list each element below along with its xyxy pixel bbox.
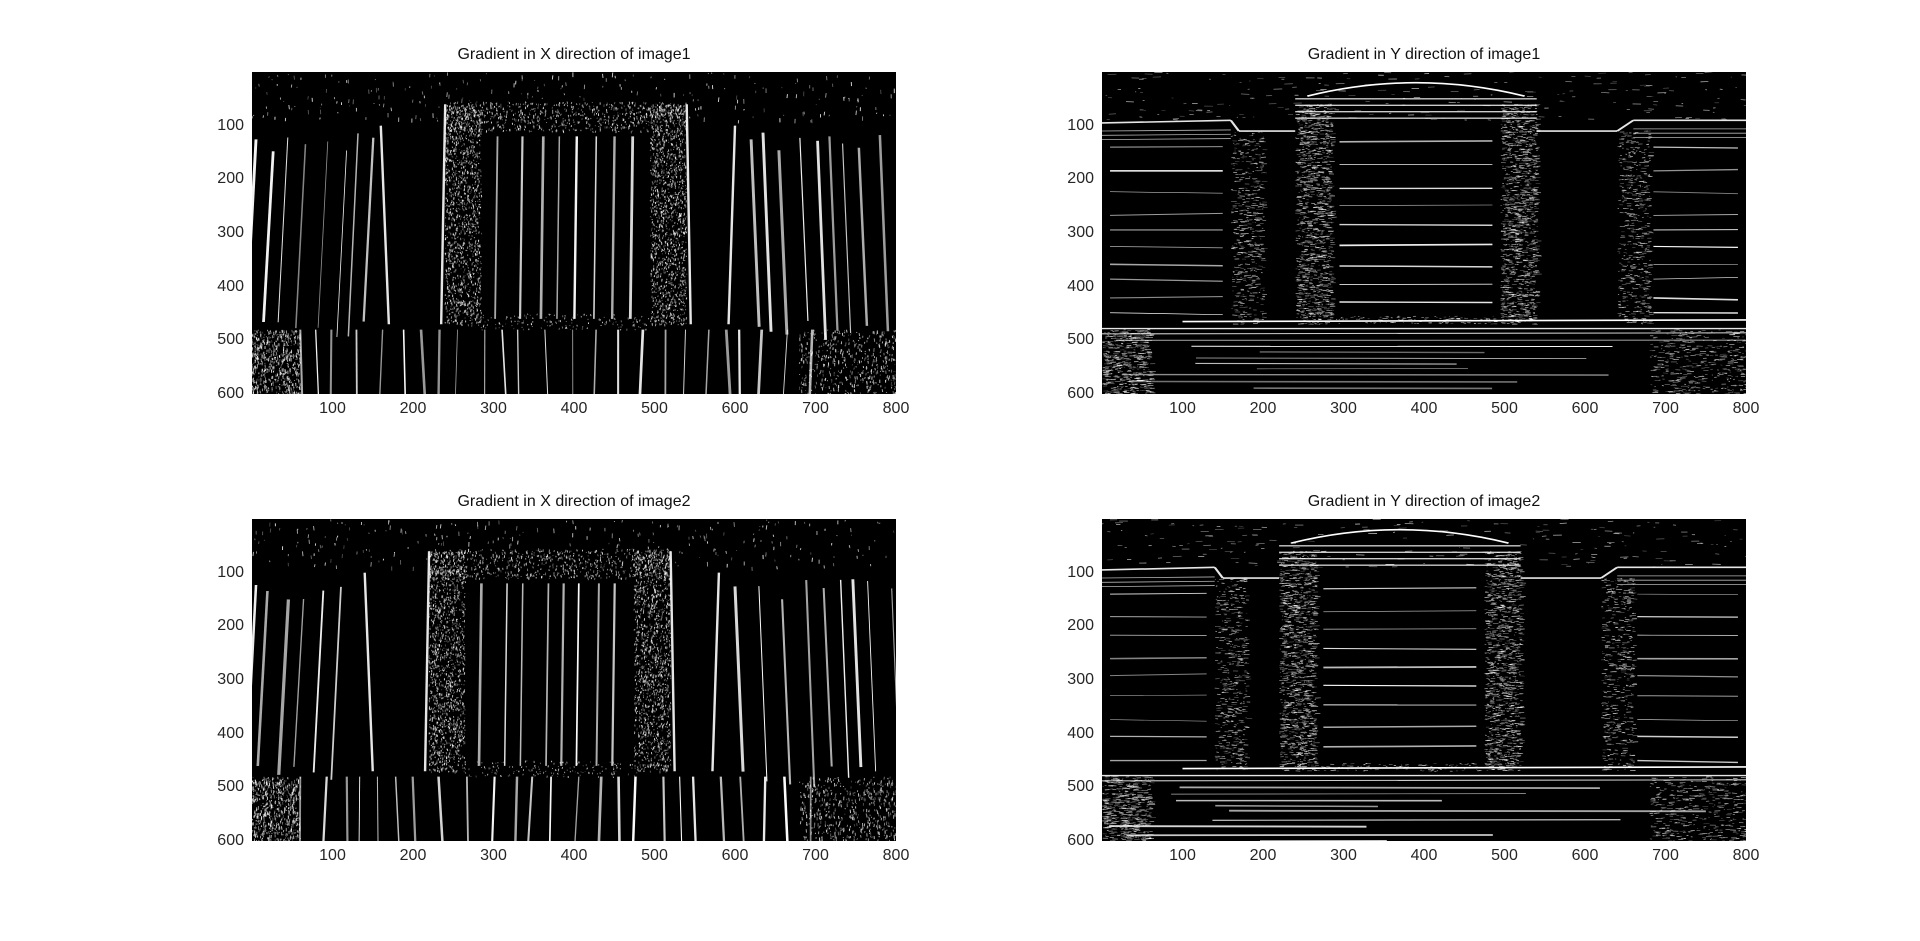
y-tick-label: 600 [1067, 832, 1094, 849]
x-tick-label: 400 [560, 847, 588, 864]
gradient-image [252, 519, 896, 841]
y-tick-label: 500 [217, 778, 244, 796]
panel-title: Gradient in Y direction of image2 [1307, 493, 1541, 510]
gradient-image [1102, 72, 1746, 394]
x-tick-label: 500 [1491, 847, 1518, 864]
y-tick-label: 300 [217, 224, 244, 241]
y-tick-label: 400 [217, 277, 244, 295]
y-axis-ticks: 100 200 300 400 500 600 [192, 72, 252, 402]
y-tick-label: 400 [1067, 724, 1094, 742]
x-tick-label: 500 [641, 847, 668, 864]
x-tick-label: 500 [641, 400, 668, 417]
y-tick-label: 200 [217, 170, 244, 188]
x-axis-ticks: 100 200 300 400 500 600 700 800 [1102, 394, 1759, 424]
x-axis-ticks: 100 200 300 400 500 600 700 800 [252, 394, 909, 424]
y-tick-label: 100 [217, 116, 244, 134]
x-tick-label: 400 [1410, 400, 1438, 417]
x-tick-label: 100 [1169, 847, 1196, 864]
x-tick-label: 600 [1571, 847, 1599, 864]
x-tick-label: 300 [1330, 847, 1357, 864]
panel-gradient-y-image2: Gradient in Y direction of image2 100 200… [1067, 493, 1759, 864]
y-tick-label: 400 [217, 724, 244, 742]
y-tick-label: 600 [217, 385, 244, 402]
x-tick-label: 600 [721, 847, 749, 864]
y-tick-label: 600 [217, 832, 244, 849]
x-tick-label: 200 [1249, 400, 1277, 417]
y-tick-label: 600 [1067, 385, 1094, 402]
x-tick-label: 200 [399, 847, 427, 864]
y-tick-label: 100 [1067, 563, 1094, 581]
y-tick-label: 200 [217, 617, 244, 635]
panel-gradient-x-image1: Gradient in X direction of image1 100 200… [217, 46, 909, 417]
x-axis-ticks: 100 200 300 400 500 600 700 800 [1102, 841, 1759, 871]
x-tick-label: 800 [882, 400, 910, 417]
x-tick-label: 200 [399, 400, 427, 417]
x-tick-label: 600 [1571, 400, 1599, 417]
x-tick-label: 600 [721, 400, 749, 417]
y-tick-label: 100 [217, 563, 244, 581]
x-tick-label: 300 [480, 847, 507, 864]
x-tick-label: 800 [882, 847, 910, 864]
x-tick-label: 300 [480, 400, 507, 417]
panel-title: Gradient in X direction of image1 [457, 46, 691, 63]
x-tick-label: 700 [1652, 847, 1679, 864]
y-tick-label: 500 [1067, 331, 1094, 349]
panel-title: Gradient in Y direction of image1 [1307, 46, 1541, 63]
y-axis-ticks: 100 200 300 400 500 600 [192, 519, 252, 849]
y-axis-ticks: 100 200 300 400 500 600 [1042, 72, 1102, 402]
x-tick-label: 700 [1652, 400, 1679, 417]
y-tick-label: 500 [1067, 778, 1094, 796]
x-tick-label: 800 [1732, 847, 1760, 864]
y-tick-label: 300 [217, 671, 244, 688]
y-tick-label: 300 [1067, 671, 1094, 688]
panel-gradient-x-image2: Gradient in X direction of image2 100 200… [217, 493, 909, 864]
x-tick-label: 800 [1732, 400, 1760, 417]
x-tick-label: 200 [1249, 847, 1277, 864]
y-tick-label: 200 [1067, 170, 1094, 188]
x-tick-label: 700 [802, 847, 829, 864]
x-tick-label: 500 [1491, 400, 1518, 417]
y-tick-label: 200 [1067, 617, 1094, 635]
x-tick-label: 100 [319, 847, 346, 864]
y-axis-ticks: 100 200 300 400 500 600 [1042, 519, 1102, 849]
y-tick-label: 400 [1067, 277, 1094, 295]
x-tick-label: 700 [802, 400, 829, 417]
gradient-image [1102, 519, 1746, 841]
y-tick-label: 500 [217, 331, 244, 349]
x-tick-label: 300 [1330, 400, 1357, 417]
x-tick-label: 100 [1169, 400, 1196, 417]
gradient-image [252, 72, 896, 394]
panel-title: Gradient in X direction of image2 [457, 493, 691, 510]
x-tick-label: 100 [319, 400, 346, 417]
x-axis-ticks: 100 200 300 400 500 600 700 800 [252, 841, 909, 871]
y-tick-label: 100 [1067, 116, 1094, 134]
x-tick-label: 400 [1410, 847, 1438, 864]
x-tick-label: 400 [560, 400, 588, 417]
panel-gradient-y-image1: Gradient in Y direction of image1 100 200… [1067, 46, 1759, 417]
y-tick-label: 300 [1067, 224, 1094, 241]
